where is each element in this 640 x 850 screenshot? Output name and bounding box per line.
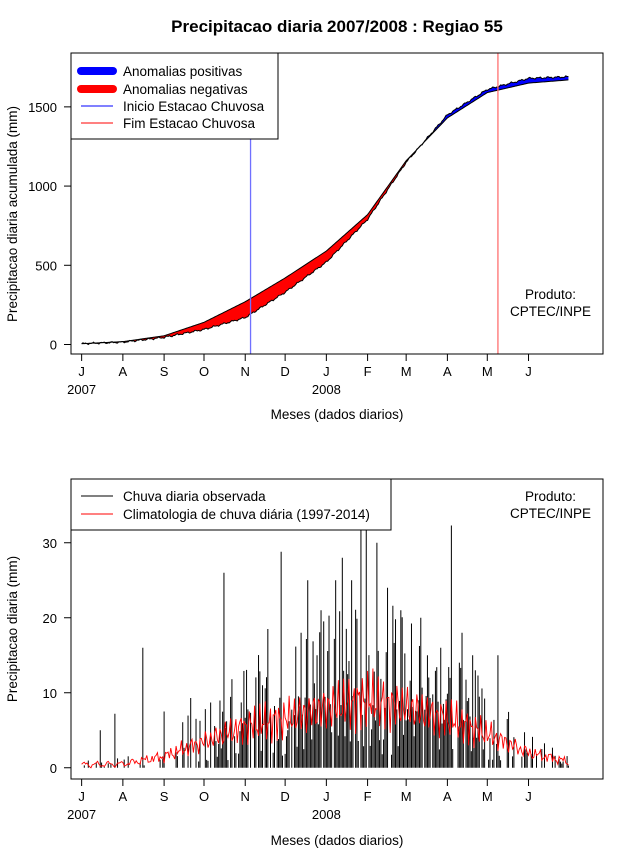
x-tick-label: N (241, 789, 250, 804)
season-lines (249, 53, 499, 354)
x-tick-label: M (401, 789, 412, 804)
legend-label-negative: Anomalias negativas (123, 82, 248, 97)
x-tick-label: M (482, 364, 493, 379)
product-source: CPTEC/INPE (510, 304, 591, 319)
x-tick-label: J (525, 364, 532, 379)
x-tick-label: A (443, 364, 452, 379)
cumulative-chart: J A S O N D J F M A M J 2007 2008 0 500 1000 1500 Meses … (5, 52, 604, 422)
climatology-line (81, 668, 569, 769)
x-tick-label: J (525, 789, 532, 804)
y-axis: 0 10 20 30 (43, 536, 72, 776)
x-tick-label: A (119, 364, 128, 379)
year-label: 2008 (312, 807, 341, 822)
y-tick-label: 0 (50, 337, 57, 352)
x-tick-label: M (401, 364, 412, 379)
legend: Anomalias positivas Anomalias negativas … (70, 52, 279, 140)
product-label: Produto: (525, 489, 576, 504)
chart-title: Precipitacao diaria 2007/2008 : Regiao 5… (171, 17, 503, 36)
product-source: CPTEC/INPE (510, 506, 591, 521)
y-axis-label: Precipitacao diaria acumulada (mm) (5, 106, 20, 322)
x-tick-label: J (78, 789, 85, 804)
x-tick-label: S (160, 789, 169, 804)
y-axis-label: Precipitacao diaria (mm) (5, 556, 20, 702)
legend-box (70, 478, 392, 531)
x-axis-label: Meses (dados diarios) (271, 407, 404, 422)
legend-label-end: Fim Estacao Chuvosa (123, 116, 256, 131)
x-tick-label: F (364, 364, 372, 379)
legend-label-climatology: Climatologia de chuva diária (1997-2014) (123, 507, 370, 522)
negative-anomaly-area (129, 151, 416, 342)
y-tick-label: 1500 (28, 100, 57, 115)
x-tick-label: J (78, 364, 85, 379)
x-tick-label: A (119, 789, 128, 804)
legend: Chuva diaria observada Climatologia de c… (70, 478, 392, 531)
x-tick-label: A (443, 789, 452, 804)
year-label: 2008 (312, 382, 341, 397)
x-tick-label: S (160, 364, 169, 379)
positive-anomaly-area (422, 75, 569, 145)
x-tick-label: N (241, 364, 250, 379)
legend-label-observed: Chuva diaria observada (123, 489, 266, 504)
climatology-series (81, 668, 569, 769)
legend-label-start: Inicio Estacao Chuvosa (123, 99, 265, 114)
y-tick-label: 30 (43, 536, 57, 551)
x-tick-label: M (482, 789, 493, 804)
x-tick-label: F (364, 789, 372, 804)
legend-label-positive: Anomalias positivas (123, 64, 243, 79)
y-tick-label: 1000 (28, 179, 57, 194)
year-label: 2007 (67, 807, 96, 822)
x-tick-label: O (199, 364, 209, 379)
y-tick-label: 500 (35, 258, 57, 273)
x-axis: J A S O N D J F M A M J 2007 2008 (67, 778, 532, 822)
x-tick-label: D (280, 364, 289, 379)
x-axis: J A S O N D J F M A M J 2007 2008 (67, 353, 532, 397)
y-axis: 0 500 1000 1500 (28, 100, 72, 352)
y-tick-label: 20 (43, 611, 57, 626)
product-label: Produto: (525, 287, 576, 302)
anomaly-areas (81, 75, 569, 346)
y-tick-label: 10 (43, 686, 57, 701)
x-tick-label: D (280, 789, 289, 804)
observed-cumulative-line (81, 75, 569, 346)
x-tick-label: J (323, 364, 330, 379)
climatology-cumulative-line (81, 79, 569, 345)
daily-rain-chart: J A S O N D J F M A M J 2007 2008 0 10 20 30 Meses (dado… (5, 478, 604, 848)
x-tick-label: J (323, 789, 330, 804)
y-tick-label: 0 (50, 761, 57, 776)
year-label: 2007 (67, 382, 96, 397)
x-axis-label: Meses (dados diarios) (271, 833, 404, 848)
x-tick-label: O (199, 789, 209, 804)
